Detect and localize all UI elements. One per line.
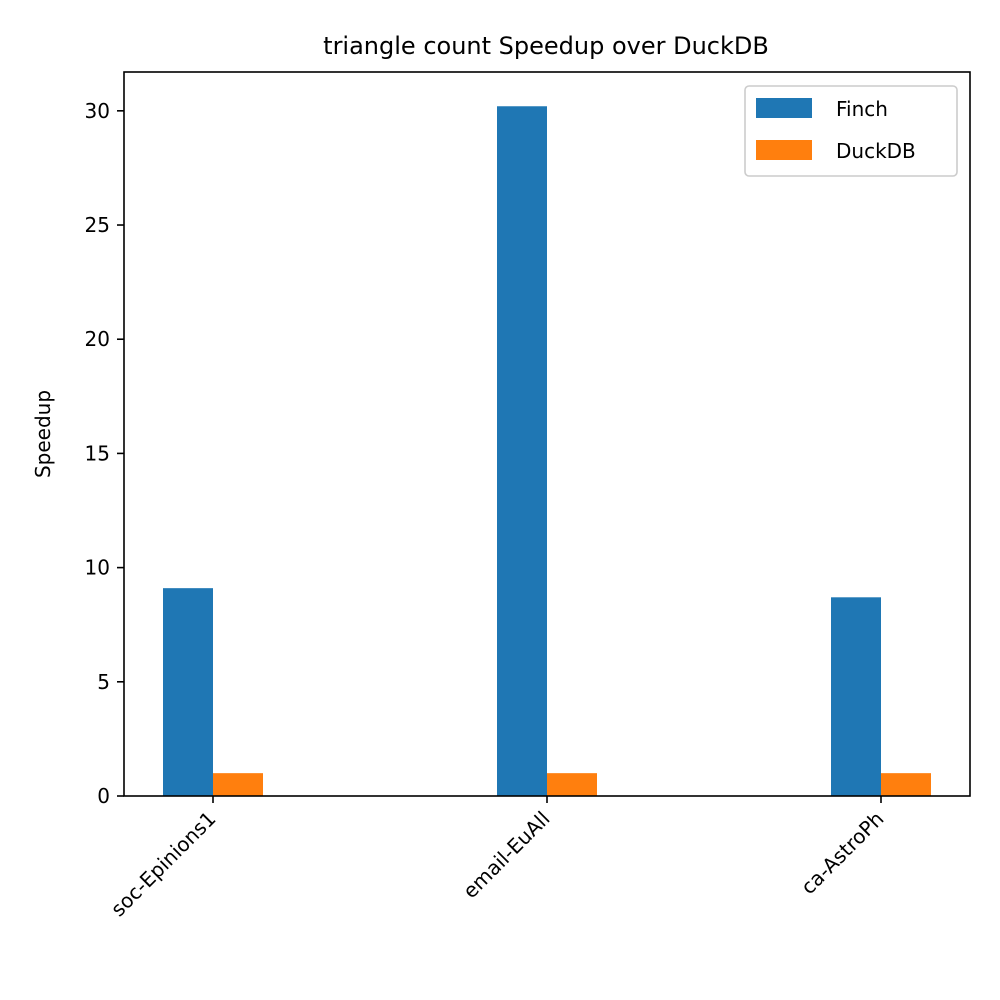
y-tick-label: 10 [85,556,110,580]
bar-finch-email-euall [497,106,547,797]
y-tick-label: 15 [85,441,110,465]
bar-finch-ca-astroph [831,597,881,796]
y-axis-label: Speedup [31,390,55,478]
legend: Finch DuckDB [744,85,958,177]
x-axis: soc-Epinions1 email-EuAll ca-AstroPh [106,796,889,921]
bar-finch-soc-epinions1 [163,588,213,796]
y-tick-label: 20 [85,327,110,351]
bar-duckdb-ca-astroph [881,773,931,796]
x-tick-label: ca-AstroPh [796,807,888,899]
legend-label-duckdb: DuckDB [836,139,916,163]
y-tick-label: 5 [97,670,110,694]
legend-swatch-duckdb [756,140,812,160]
y-tick-label: 30 [85,99,110,123]
bar-duckdb-soc-epinions1 [213,773,263,796]
legend-swatch-finch [756,98,812,118]
chart-title: triangle count Speedup over DuckDB [323,32,769,60]
y-axis: 0 5 10 15 20 25 30 [85,99,124,808]
legend-label-finch: Finch [836,97,888,121]
bar-duckdb-email-euall [547,773,597,796]
y-tick-label: 25 [85,213,110,237]
bars [163,106,931,797]
x-tick-label: email-EuAll [458,807,555,904]
x-tick-label: soc-Epinions1 [106,807,221,922]
y-tick-label: 0 [97,784,110,808]
